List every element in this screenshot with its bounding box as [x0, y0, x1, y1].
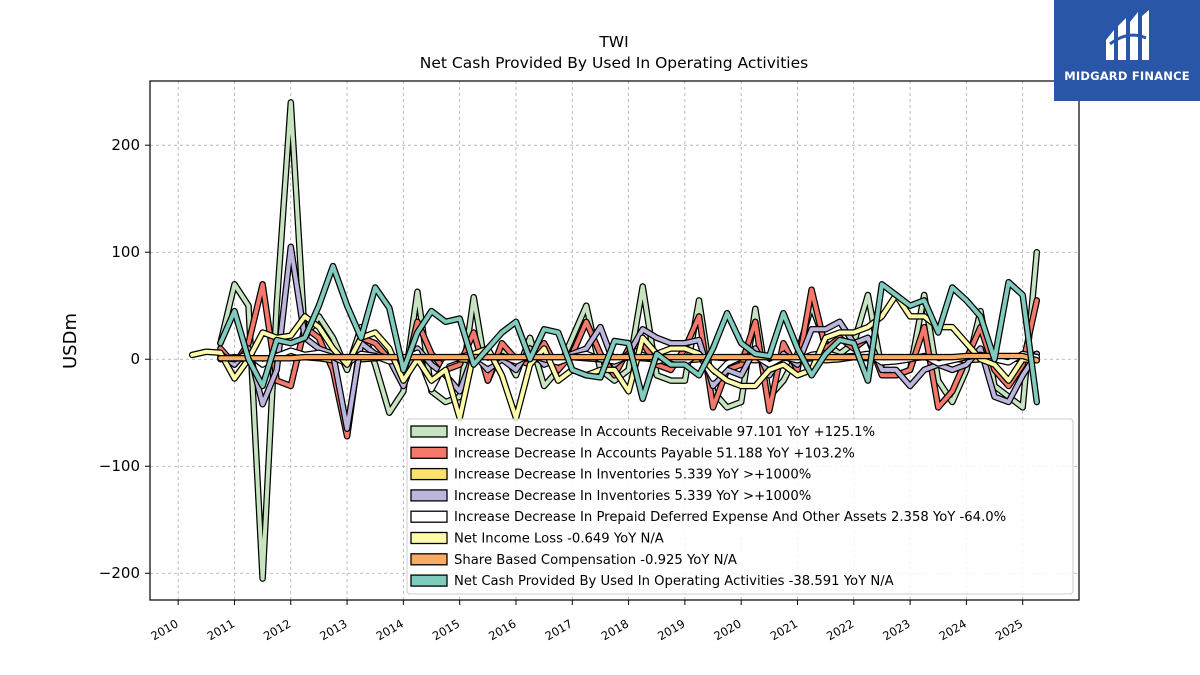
series-7	[217, 262, 1041, 406]
brand-logo-icon	[1106, 10, 1149, 60]
series-layer	[188, 99, 1041, 582]
x-axis: 2010 2011 2012 2013 2014 2015 2016 2017 2018 2019…	[148, 600, 1025, 643]
y-tick-label: 200	[111, 136, 140, 154]
y-axis: 200 100 0 −100 −200	[99, 136, 150, 582]
legend-entry-label: Increase Decrease In Accounts Receivable…	[454, 425, 875, 440]
legend-swatch	[410, 574, 448, 587]
x-tick-label: 2010	[148, 616, 180, 643]
legend-swatch	[410, 446, 448, 459]
x-tick-label: 2014	[374, 616, 406, 643]
x-tick-label: 2012	[261, 616, 293, 643]
x-tick-label: 2015	[430, 616, 462, 643]
chart-subtitle: Net Cash Provided By Used In Operating A…	[420, 54, 808, 72]
legend-entry-label: Increase Decrease In Accounts Payable 51…	[454, 446, 855, 461]
x-tick-label: 2020	[711, 616, 743, 643]
legend-swatch	[410, 489, 448, 502]
legend-entry-label: Net Cash Provided By Used In Operating A…	[454, 574, 894, 589]
legend-swatch	[410, 531, 448, 545]
x-tick-label: 2022	[824, 616, 856, 643]
legend-entry-label: Share Based Compensation -0.925 YoY N/A	[454, 553, 737, 568]
y-tick-label: 100	[111, 243, 140, 261]
x-tick-label: 2016	[486, 616, 518, 643]
chart-title: TWI	[598, 33, 628, 51]
legend-entry-label: Increase Decrease In Prepaid Deferred Ex…	[454, 510, 1006, 525]
legend-box	[406, 418, 1074, 595]
series-6	[217, 352, 1041, 364]
legend-swatch	[410, 510, 448, 523]
series-line	[218, 264, 1039, 404]
brand-name: MIDGARD FINANCE	[1064, 69, 1190, 83]
legend-swatch	[410, 553, 448, 566]
y-tick-label: −200	[99, 564, 140, 582]
y-tick-label: 0	[130, 350, 140, 368]
x-tick-label: 2024	[937, 616, 969, 643]
legend-swatch	[410, 467, 448, 481]
plot-frame	[149, 80, 1080, 601]
x-tick-label: 2013	[317, 616, 349, 643]
y-tick-label: −100	[99, 457, 140, 475]
legend: Increase Decrease In Accounts Receivable…	[406, 418, 1074, 595]
legend-swatch	[410, 425, 448, 438]
x-tick-label: 2018	[599, 616, 631, 643]
x-tick-label: 2019	[655, 616, 687, 643]
x-tick-label: 2011	[205, 616, 237, 643]
x-tick-label: 2021	[768, 616, 800, 643]
x-tick-label: 2023	[880, 616, 912, 643]
brand-logo: MIDGARD FINANCE	[1054, 0, 1200, 101]
legend-entry-label: Increase Decrease In Inventories 5.339 Y…	[454, 468, 811, 483]
legend-entry-label: Net Income Loss -0.649 YoY N/A	[454, 532, 664, 547]
x-tick-label: 2025	[993, 616, 1025, 643]
legend-entry-label: Increase Decrease In Inventories 5.339 Y…	[454, 489, 811, 504]
y-axis-label: USDm	[60, 313, 81, 369]
series-line	[218, 354, 1039, 363]
x-tick-label: 2017	[542, 616, 574, 643]
